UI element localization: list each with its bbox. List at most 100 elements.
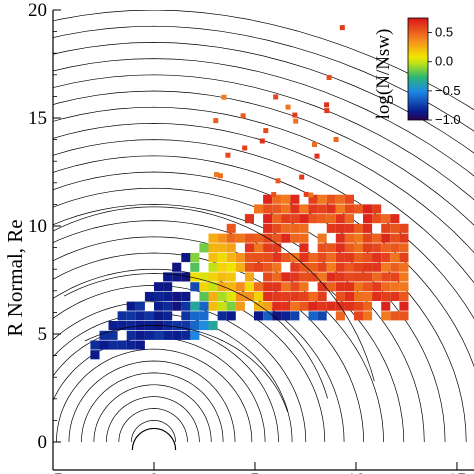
heatmap-cell	[154, 301, 164, 311]
field-line	[93, 384, 212, 443]
heatmap-cell	[263, 262, 273, 272]
heatmap-cell	[208, 282, 218, 292]
field-line	[53, 155, 474, 368]
heatmap-cell	[99, 340, 109, 350]
heatmap-cell	[108, 321, 118, 331]
heatmap-cell	[363, 311, 373, 321]
heatmap-cell	[344, 204, 354, 214]
heatmap-cell	[181, 321, 191, 331]
heatmap-cell	[381, 282, 391, 292]
heatmap-cell	[208, 243, 218, 253]
heatmap-cell	[290, 233, 300, 243]
overlay-line	[63, 273, 328, 399]
y-tick-label: 15	[28, 108, 47, 129]
heatmap-cell	[399, 272, 409, 282]
heatmap-cell	[390, 223, 400, 233]
heatmap-cell	[335, 262, 345, 272]
heatmap-cell	[363, 233, 373, 243]
heatmap-cell	[281, 223, 291, 233]
heatmap-cell	[263, 311, 273, 321]
heatmap-cell	[99, 330, 109, 340]
heatmap-cell	[344, 243, 354, 253]
heatmap-cell	[163, 272, 173, 282]
heatmap-cell	[354, 233, 364, 243]
heatmap-cell	[390, 262, 400, 272]
heatmap-cell	[344, 214, 354, 224]
heatmap-cell	[272, 204, 282, 214]
heatmap-cell	[226, 272, 236, 282]
heatmap-cell	[254, 262, 264, 272]
heatmap-cell	[335, 253, 345, 263]
heatmap-cell	[344, 194, 354, 204]
heatmap-cell	[235, 262, 245, 272]
field-line	[106, 396, 200, 443]
heatmap-cell	[399, 301, 409, 311]
heatmap-cell	[335, 233, 345, 243]
heatmap-cell	[399, 291, 409, 301]
heatmap-cell	[363, 253, 373, 263]
heatmap-cell	[354, 301, 364, 311]
heatmap-cell	[290, 272, 300, 282]
heatmap-cell	[281, 291, 291, 301]
heatmap-cell	[317, 262, 327, 272]
heatmap-cell	[263, 223, 273, 233]
heatmap-cell	[381, 243, 391, 253]
heatmap-cell	[363, 223, 373, 233]
heatmap-cell	[199, 243, 209, 253]
x-tick-label: 10	[346, 470, 365, 474]
heatmap-cell	[190, 330, 200, 340]
colorbar-tick-label: 0.0	[435, 54, 453, 69]
heatmap-cell	[199, 321, 209, 331]
heatmap-cell	[263, 194, 273, 204]
heatmap-cell	[317, 214, 327, 224]
heatmap-cell	[314, 153, 320, 159]
heatmap-cell	[126, 330, 136, 340]
heatmap-cell	[326, 282, 336, 292]
heatmap-cell	[312, 142, 317, 147]
heatmap-cell	[372, 282, 382, 292]
heatmap-cell	[163, 282, 173, 292]
heatmap-cell	[308, 291, 318, 301]
heatmap-cell	[372, 253, 382, 263]
heatmap-cell	[335, 272, 345, 282]
heatmap-cell	[190, 311, 200, 321]
heatmap-cell	[190, 321, 200, 331]
heatmap-cell	[281, 233, 291, 243]
heatmap-cell	[344, 233, 354, 243]
field-line	[53, 25, 474, 132]
heatmap-cell	[290, 262, 300, 272]
heatmap-cell	[235, 291, 245, 301]
heatmap-cell	[317, 291, 327, 301]
heatmap-cell	[172, 291, 182, 301]
heatmap-cell	[181, 330, 191, 340]
heatmap-cell	[263, 301, 273, 311]
heatmap-cell	[372, 204, 382, 214]
heatmap-cell	[213, 118, 219, 124]
heatmap-cell	[163, 330, 173, 340]
colorbar-tick-label: −0.5	[435, 83, 461, 98]
heatmap-cell	[333, 137, 339, 142]
heatmap-cell	[372, 291, 382, 301]
heatmap-cell	[292, 112, 298, 118]
heatmap-cell	[181, 311, 191, 321]
heatmap-cell	[299, 223, 309, 233]
heatmap-cell	[272, 291, 282, 301]
heatmap-cell	[126, 301, 136, 311]
heatmap-cell	[117, 321, 127, 331]
heatmap-cell	[190, 262, 200, 272]
heatmap-cell	[290, 311, 300, 321]
heatmap-cell	[199, 272, 209, 282]
heatmap-cell	[254, 282, 264, 292]
field-line	[53, 204, 425, 443]
heatmap-cell	[244, 282, 254, 292]
heatmap-cell	[381, 311, 391, 321]
heatmap-cell	[290, 301, 300, 311]
heatmap-cell	[281, 194, 291, 204]
heatmap-cell	[163, 301, 173, 311]
heatmap-cell	[335, 243, 345, 253]
y-tick-label: 10	[28, 216, 47, 237]
colorbar-tick-label: 0.5	[435, 25, 453, 40]
heatmap-cell	[235, 282, 245, 292]
heatmap-cell	[317, 301, 327, 311]
heatmap-cell	[326, 214, 336, 224]
